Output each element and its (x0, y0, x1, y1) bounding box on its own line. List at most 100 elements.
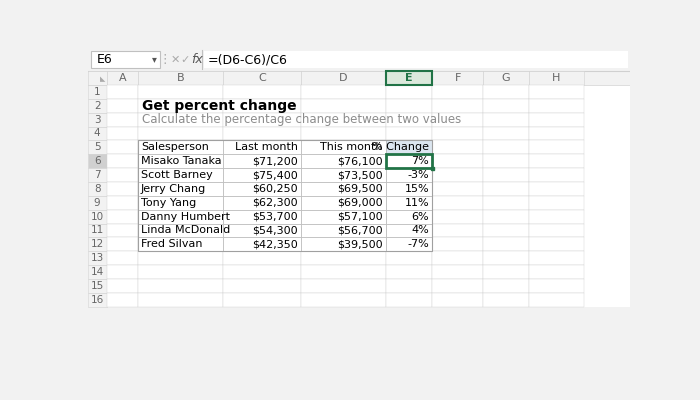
Bar (138, 210, 223, 224)
Text: E: E (405, 73, 413, 83)
Text: 7: 7 (94, 170, 101, 180)
Bar (529, 126, 584, 140)
Bar (433, 279, 483, 293)
Text: % Change: % Change (372, 142, 429, 152)
Bar (88, 210, 107, 224)
Bar (223, 154, 300, 168)
Bar (107, 126, 138, 140)
Text: G: G (502, 73, 510, 83)
Bar (300, 293, 386, 307)
Bar (138, 196, 223, 210)
Bar (138, 224, 223, 238)
Bar (223, 196, 300, 210)
Bar (386, 182, 433, 196)
Bar (300, 71, 386, 85)
Bar (529, 85, 584, 99)
Text: ◣: ◣ (100, 76, 106, 82)
Bar (433, 251, 483, 265)
Bar (138, 279, 223, 293)
Bar (529, 196, 584, 210)
Text: This month: This month (321, 142, 383, 152)
Bar (138, 140, 433, 251)
Bar (483, 168, 529, 182)
Bar (529, 293, 584, 307)
Text: $71,200: $71,200 (252, 156, 298, 166)
Bar (107, 210, 138, 224)
Bar (107, 279, 138, 293)
Bar (483, 224, 529, 238)
Text: C: C (258, 73, 266, 83)
Text: H: H (552, 73, 561, 83)
Bar (529, 265, 584, 279)
Bar (138, 238, 223, 251)
Bar (223, 238, 300, 251)
Bar (386, 71, 433, 85)
Bar (529, 279, 584, 293)
Text: 5: 5 (94, 142, 101, 152)
Bar (529, 168, 584, 182)
Bar (300, 224, 386, 238)
Bar (300, 140, 386, 154)
Bar (483, 99, 529, 113)
Text: F: F (454, 73, 461, 83)
Bar (433, 168, 483, 182)
Bar (483, 251, 529, 265)
Bar (529, 224, 584, 238)
Bar (88, 85, 107, 99)
Bar (88, 182, 107, 196)
Bar (138, 71, 223, 85)
Bar (138, 113, 223, 126)
Bar (107, 113, 138, 126)
Bar (300, 113, 386, 126)
Bar (107, 168, 138, 182)
Text: $75,400: $75,400 (252, 170, 298, 180)
Bar (433, 71, 483, 85)
Bar (107, 251, 138, 265)
Text: Linda McDonald: Linda McDonald (141, 226, 230, 236)
Text: $69,000: $69,000 (337, 198, 383, 208)
Text: Tony Yang: Tony Yang (141, 198, 196, 208)
Bar (386, 224, 433, 238)
Bar (483, 196, 529, 210)
Text: Misako Tanaka: Misako Tanaka (141, 156, 222, 166)
Bar (300, 182, 386, 196)
Bar (483, 238, 529, 251)
Bar (433, 196, 483, 210)
Bar (300, 168, 386, 182)
Bar (300, 210, 386, 224)
Bar (138, 224, 223, 238)
Bar (529, 154, 584, 168)
Bar (223, 168, 300, 182)
Bar (300, 85, 386, 99)
Bar (223, 140, 300, 154)
Bar (529, 140, 584, 154)
Bar (88, 238, 107, 251)
Bar (386, 196, 433, 210)
Bar (300, 140, 386, 154)
Bar (433, 154, 483, 168)
Bar (386, 293, 433, 307)
Bar (386, 168, 433, 182)
Bar (138, 210, 223, 224)
Bar (529, 182, 584, 196)
Bar (386, 85, 433, 99)
Bar (386, 279, 433, 293)
Bar (138, 168, 223, 182)
Bar (138, 140, 223, 154)
Bar (138, 196, 223, 210)
Text: 15: 15 (90, 281, 104, 291)
Bar (430, 166, 434, 170)
Text: 4%: 4% (412, 226, 429, 236)
Bar (223, 293, 300, 307)
Bar (88, 48, 630, 71)
Bar (386, 126, 433, 140)
Bar (88, 140, 107, 154)
Text: -3%: -3% (407, 170, 429, 180)
Bar (88, 251, 107, 265)
Bar (386, 265, 433, 279)
Bar (386, 182, 433, 196)
Bar (433, 293, 483, 307)
Bar (107, 265, 138, 279)
Text: $62,300: $62,300 (252, 198, 298, 208)
Bar (88, 279, 107, 293)
